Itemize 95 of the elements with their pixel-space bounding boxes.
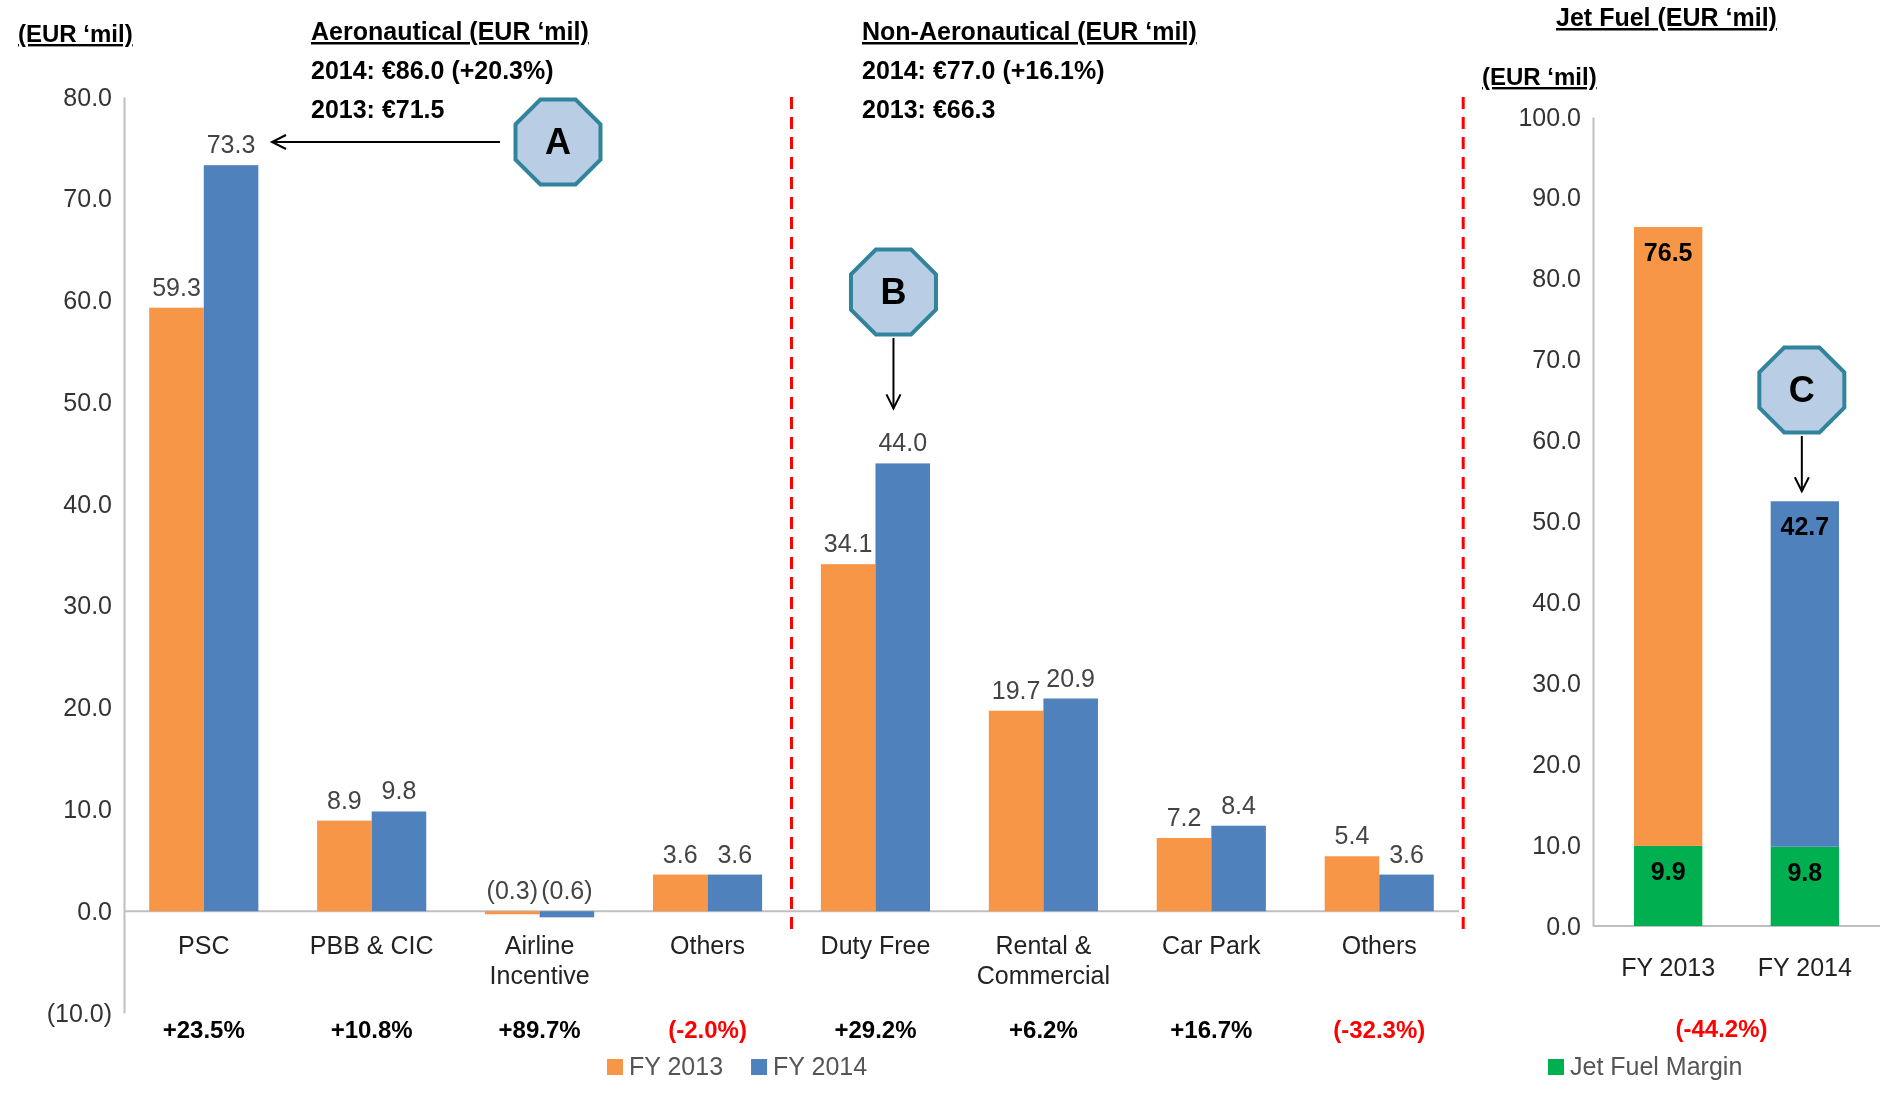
data-label: 73.3 bbox=[206, 130, 256, 159]
y-tick-label: 90.0 bbox=[1532, 183, 1581, 212]
x-tick-label: PSC bbox=[178, 931, 230, 959]
data-label: (0.6) bbox=[541, 876, 593, 905]
bar bbox=[1770, 846, 1839, 926]
data-label: 59.3 bbox=[152, 272, 201, 301]
text: 2014: €86.0 (+20.3%) bbox=[311, 56, 554, 84]
x-tick-label: Duty Free bbox=[820, 931, 931, 959]
y-tick-label: 60.0 bbox=[1532, 426, 1581, 455]
y-tick-label: 80.0 bbox=[1532, 264, 1581, 293]
y-tick-label: 70.0 bbox=[63, 184, 112, 213]
y-tick-label: 0.0 bbox=[1546, 911, 1581, 940]
data-label: 9.9 bbox=[1650, 856, 1686, 885]
annotation: C bbox=[1788, 369, 1815, 410]
y-axis-title: (EUR ‘mil) bbox=[1482, 63, 1597, 90]
legend-label: FY 2013 bbox=[629, 1052, 724, 1080]
text: Non-Aeronautical (EUR ‘mil) bbox=[862, 17, 1197, 45]
data-label: 5.4 bbox=[1334, 821, 1370, 850]
annotation: A bbox=[545, 121, 571, 162]
y-tick-label: 80.0 bbox=[63, 82, 112, 111]
legend-label: FY 2014 bbox=[773, 1052, 868, 1080]
x-tick-label: FY 2013 bbox=[1621, 953, 1716, 981]
y-tick-label: 30.0 bbox=[1532, 668, 1581, 697]
y-tick-label: 50.0 bbox=[1532, 507, 1581, 535]
bar bbox=[988, 710, 1044, 912]
data-label: 9.8 bbox=[381, 776, 417, 805]
bar bbox=[1156, 837, 1212, 912]
data-label: 3.6 bbox=[1389, 839, 1424, 868]
data-label: 19.7 bbox=[991, 675, 1041, 704]
data-label: 76.5 bbox=[1643, 238, 1693, 267]
data-label: (0.3) bbox=[486, 876, 539, 905]
text: +10.8% bbox=[330, 1016, 413, 1043]
bar bbox=[875, 463, 931, 912]
text: +23.5% bbox=[162, 1016, 245, 1043]
y-tick-label: (10.0) bbox=[46, 998, 112, 1027]
y-tick-label: 50.0 bbox=[63, 387, 112, 416]
x-tick-label: Airline Incentive bbox=[489, 931, 590, 989]
text: +6.2% bbox=[1009, 1016, 1078, 1043]
x-tick-label: Others bbox=[670, 931, 746, 959]
data-label: 7.2 bbox=[1166, 802, 1202, 831]
data-label: 9.8 bbox=[1787, 857, 1823, 886]
text: +16.7% bbox=[1170, 1016, 1253, 1043]
text: +89.7% bbox=[498, 1016, 581, 1043]
data-label: 34.1 bbox=[823, 529, 873, 558]
data-label: 3.6 bbox=[662, 839, 698, 868]
text: 2014: €77.0 (+16.1%) bbox=[862, 56, 1105, 84]
bar bbox=[1379, 874, 1434, 912]
bar bbox=[1211, 825, 1266, 912]
legend-label: Jet Fuel Margin bbox=[1570, 1052, 1743, 1080]
bar bbox=[1043, 698, 1098, 912]
annotation: B bbox=[880, 271, 907, 312]
bar bbox=[485, 911, 540, 915]
bar bbox=[652, 874, 708, 912]
bar bbox=[1634, 845, 1703, 926]
x-tick-label: Car Park bbox=[1161, 931, 1262, 959]
y-tick-label: 0.0 bbox=[77, 896, 112, 925]
y-tick-label: 40.0 bbox=[63, 489, 112, 518]
data-label: 44.0 bbox=[878, 428, 928, 457]
data-label: 8.9 bbox=[327, 785, 362, 814]
y-axis-title: (EUR ‘mil) bbox=[18, 20, 133, 47]
data-label: 3.6 bbox=[717, 839, 753, 868]
bar bbox=[371, 811, 427, 912]
bar bbox=[1324, 856, 1380, 912]
text: +29.2% bbox=[834, 1016, 917, 1043]
data-label: 8.4 bbox=[1221, 790, 1257, 819]
bar bbox=[820, 564, 876, 912]
text: (-44.2%) bbox=[1675, 1015, 1768, 1042]
data-label: 42.7 bbox=[1780, 512, 1830, 541]
chart-title: Jet Fuel (EUR ‘mil) bbox=[1556, 3, 1777, 31]
x-tick-label: Rental & Commercial bbox=[976, 931, 1111, 989]
bar bbox=[539, 911, 595, 918]
y-tick-label: 60.0 bbox=[63, 286, 112, 315]
y-tick-label: 20.0 bbox=[63, 693, 112, 722]
bar bbox=[203, 165, 259, 912]
y-tick-label: 20.0 bbox=[1532, 749, 1581, 778]
bar bbox=[707, 874, 763, 912]
annotation: 2013: €71.5 bbox=[311, 95, 445, 123]
text: Aeronautical (EUR ‘mil) bbox=[311, 17, 589, 45]
y-tick-label: 10.0 bbox=[1532, 830, 1581, 859]
bar bbox=[317, 820, 372, 912]
text: (-2.0%) bbox=[668, 1016, 747, 1043]
bar bbox=[1770, 501, 1839, 847]
y-tick-label: 30.0 bbox=[63, 591, 112, 620]
annotation: 2013: €66.3 bbox=[862, 95, 996, 123]
x-tick-label: FY 2014 bbox=[1757, 953, 1852, 981]
data-label: 20.9 bbox=[1046, 663, 1096, 692]
y-tick-label: 10.0 bbox=[63, 794, 112, 823]
y-tick-label: 70.0 bbox=[1532, 345, 1581, 374]
bar bbox=[1634, 227, 1703, 846]
x-tick-label: Others bbox=[1341, 931, 1417, 959]
y-tick-label: 40.0 bbox=[1532, 587, 1581, 616]
text: (-32.3%) bbox=[1333, 1016, 1426, 1043]
y-tick-label: 100.0 bbox=[1518, 102, 1581, 131]
x-tick-label: PBB & CIC bbox=[309, 931, 434, 959]
bar bbox=[149, 307, 204, 912]
